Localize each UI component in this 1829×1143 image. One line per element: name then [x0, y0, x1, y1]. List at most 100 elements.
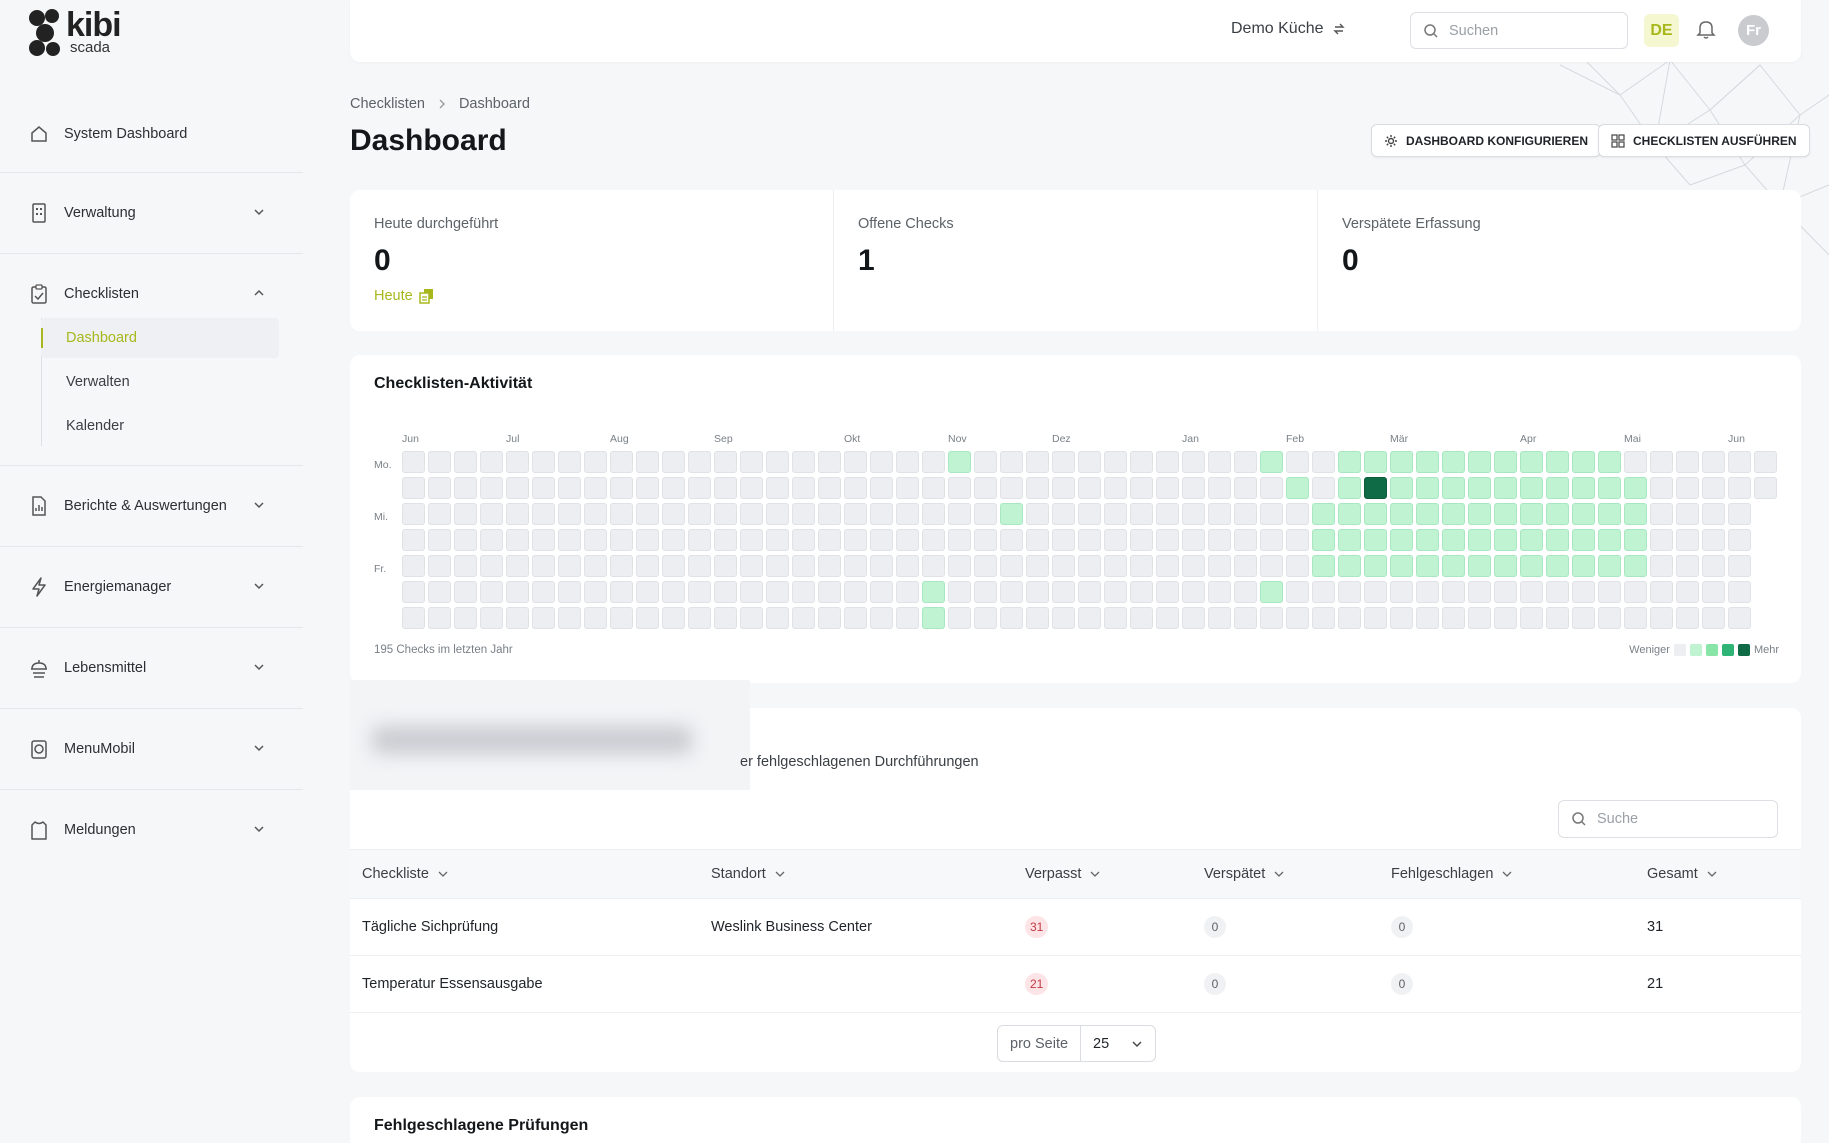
heatmap-cell[interactable] — [1312, 529, 1335, 551]
heatmap-cell[interactable] — [1286, 607, 1309, 629]
heatmap-cell[interactable] — [1598, 555, 1621, 577]
heatmap-cell[interactable] — [948, 529, 971, 551]
heatmap-cell[interactable] — [506, 529, 529, 551]
heatmap-cell[interactable] — [1052, 451, 1075, 473]
heatmap-cell[interactable] — [1390, 529, 1413, 551]
heatmap-cell[interactable] — [766, 529, 789, 551]
heatmap-cell[interactable] — [1468, 503, 1491, 525]
heatmap-cell[interactable] — [506, 451, 529, 473]
heatmap-cell[interactable] — [610, 451, 633, 473]
heatmap-cell[interactable] — [1078, 451, 1101, 473]
heatmap-cell[interactable] — [688, 607, 711, 629]
heatmap-cell[interactable] — [1650, 607, 1673, 629]
heatmap-cell[interactable] — [1728, 451, 1751, 473]
heatmap-cell[interactable] — [1104, 555, 1127, 577]
heatmap-cell[interactable] — [610, 503, 633, 525]
table-row[interactable]: Tägliche Sichprüfung Weslink Business Ce… — [350, 899, 1801, 956]
column-header-verpasst[interactable]: Verpasst — [1025, 866, 1101, 882]
heatmap-cell[interactable] — [740, 581, 763, 603]
configure-dashboard-button[interactable]: DASHBOARD KONFIGURIEREN — [1371, 124, 1602, 157]
heatmap-cell[interactable] — [1234, 503, 1257, 525]
heatmap-cell[interactable] — [662, 477, 685, 499]
heatmap-cell[interactable] — [532, 503, 555, 525]
heatmap-cell[interactable] — [1208, 503, 1231, 525]
heatmap-cell[interactable] — [1234, 451, 1257, 473]
heatmap-cell[interactable] — [948, 503, 971, 525]
heatmap-cell[interactable] — [714, 555, 737, 577]
heatmap-cell[interactable] — [766, 503, 789, 525]
heatmap-cell[interactable] — [896, 607, 919, 629]
heatmap-cell[interactable] — [740, 477, 763, 499]
heatmap-cell[interactable] — [1624, 529, 1647, 551]
heatmap-cell[interactable] — [480, 529, 503, 551]
heatmap-cell[interactable] — [1338, 477, 1361, 499]
heatmap-cell[interactable] — [792, 581, 815, 603]
heatmap-cell[interactable] — [454, 607, 477, 629]
heatmap-cell[interactable] — [922, 581, 945, 603]
heatmap-cell[interactable] — [454, 555, 477, 577]
heatmap-cell[interactable] — [1650, 451, 1673, 473]
heatmap-cell[interactable] — [1702, 607, 1725, 629]
heatmap-cell[interactable] — [792, 451, 815, 473]
heatmap-cell[interactable] — [1338, 451, 1361, 473]
heatmap-cell[interactable] — [870, 555, 893, 577]
heatmap-cell[interactable] — [610, 555, 633, 577]
heatmap-cell[interactable] — [766, 451, 789, 473]
heatmap-cell[interactable] — [1078, 477, 1101, 499]
run-checklists-button[interactable]: CHECKLISTEN AUSFÜHREN — [1598, 124, 1810, 157]
heatmap-cell[interactable] — [532, 581, 555, 603]
heatmap-cell[interactable] — [1364, 451, 1387, 473]
heatmap-cell[interactable] — [1494, 581, 1517, 603]
heatmap-cell[interactable] — [1208, 581, 1231, 603]
heatmap-cell[interactable] — [1624, 555, 1647, 577]
heatmap-cell[interactable] — [974, 529, 997, 551]
heatmap-cell[interactable] — [974, 555, 997, 577]
heatmap-cell[interactable] — [1208, 529, 1231, 551]
heatmap-cell[interactable] — [1442, 607, 1465, 629]
heatmap-cell[interactable] — [1728, 503, 1751, 525]
heatmap-cell[interactable] — [844, 451, 867, 473]
heatmap-cell[interactable] — [1000, 555, 1023, 577]
heatmap-cell[interactable] — [896, 477, 919, 499]
heatmap-cell[interactable] — [636, 477, 659, 499]
heatmap-cell[interactable] — [740, 607, 763, 629]
heatmap-cell[interactable] — [922, 529, 945, 551]
heatmap-cell[interactable] — [1728, 529, 1751, 551]
heatmap-cell[interactable] — [1234, 555, 1257, 577]
sidebar-item-checklisten[interactable]: Checklisten — [28, 274, 274, 314]
heatmap-cell[interactable] — [870, 451, 893, 473]
heatmap-cell[interactable] — [1598, 503, 1621, 525]
heatmap-cell[interactable] — [844, 555, 867, 577]
heatmap-cell[interactable] — [792, 555, 815, 577]
stat-today-link[interactable]: Heute — [374, 288, 809, 304]
heatmap-cell[interactable] — [532, 529, 555, 551]
heatmap-cell[interactable] — [1208, 555, 1231, 577]
heatmap-cell[interactable] — [1130, 451, 1153, 473]
heatmap-cell[interactable] — [1468, 451, 1491, 473]
heatmap-cell[interactable] — [558, 581, 581, 603]
column-header-gesamt[interactable]: Gesamt — [1647, 866, 1718, 882]
heatmap-cell[interactable] — [1520, 555, 1543, 577]
heatmap-cell[interactable] — [1520, 607, 1543, 629]
heatmap-cell[interactable] — [532, 555, 555, 577]
heatmap-cell[interactable] — [922, 451, 945, 473]
heatmap-cell[interactable] — [428, 529, 451, 551]
heatmap-cell[interactable] — [454, 451, 477, 473]
heatmap-cell[interactable] — [1520, 581, 1543, 603]
heatmap-cell[interactable] — [1520, 451, 1543, 473]
heatmap-cell[interactable] — [1234, 529, 1257, 551]
heatmap-cell[interactable] — [1494, 607, 1517, 629]
heatmap-cell[interactable] — [818, 581, 841, 603]
heatmap-cell[interactable] — [428, 581, 451, 603]
heatmap-cell[interactable] — [402, 451, 425, 473]
heatmap-cell[interactable] — [1416, 451, 1439, 473]
heatmap-cell[interactable] — [1468, 555, 1491, 577]
heatmap-cell[interactable] — [402, 581, 425, 603]
heatmap-cell[interactable] — [1468, 607, 1491, 629]
heatmap-cell[interactable] — [1572, 451, 1595, 473]
heatmap-cell[interactable] — [1494, 477, 1517, 499]
heatmap-cell[interactable] — [584, 607, 607, 629]
heatmap-cell[interactable] — [1442, 581, 1465, 603]
heatmap-cell[interactable] — [1364, 555, 1387, 577]
heatmap-cell[interactable] — [1026, 451, 1049, 473]
